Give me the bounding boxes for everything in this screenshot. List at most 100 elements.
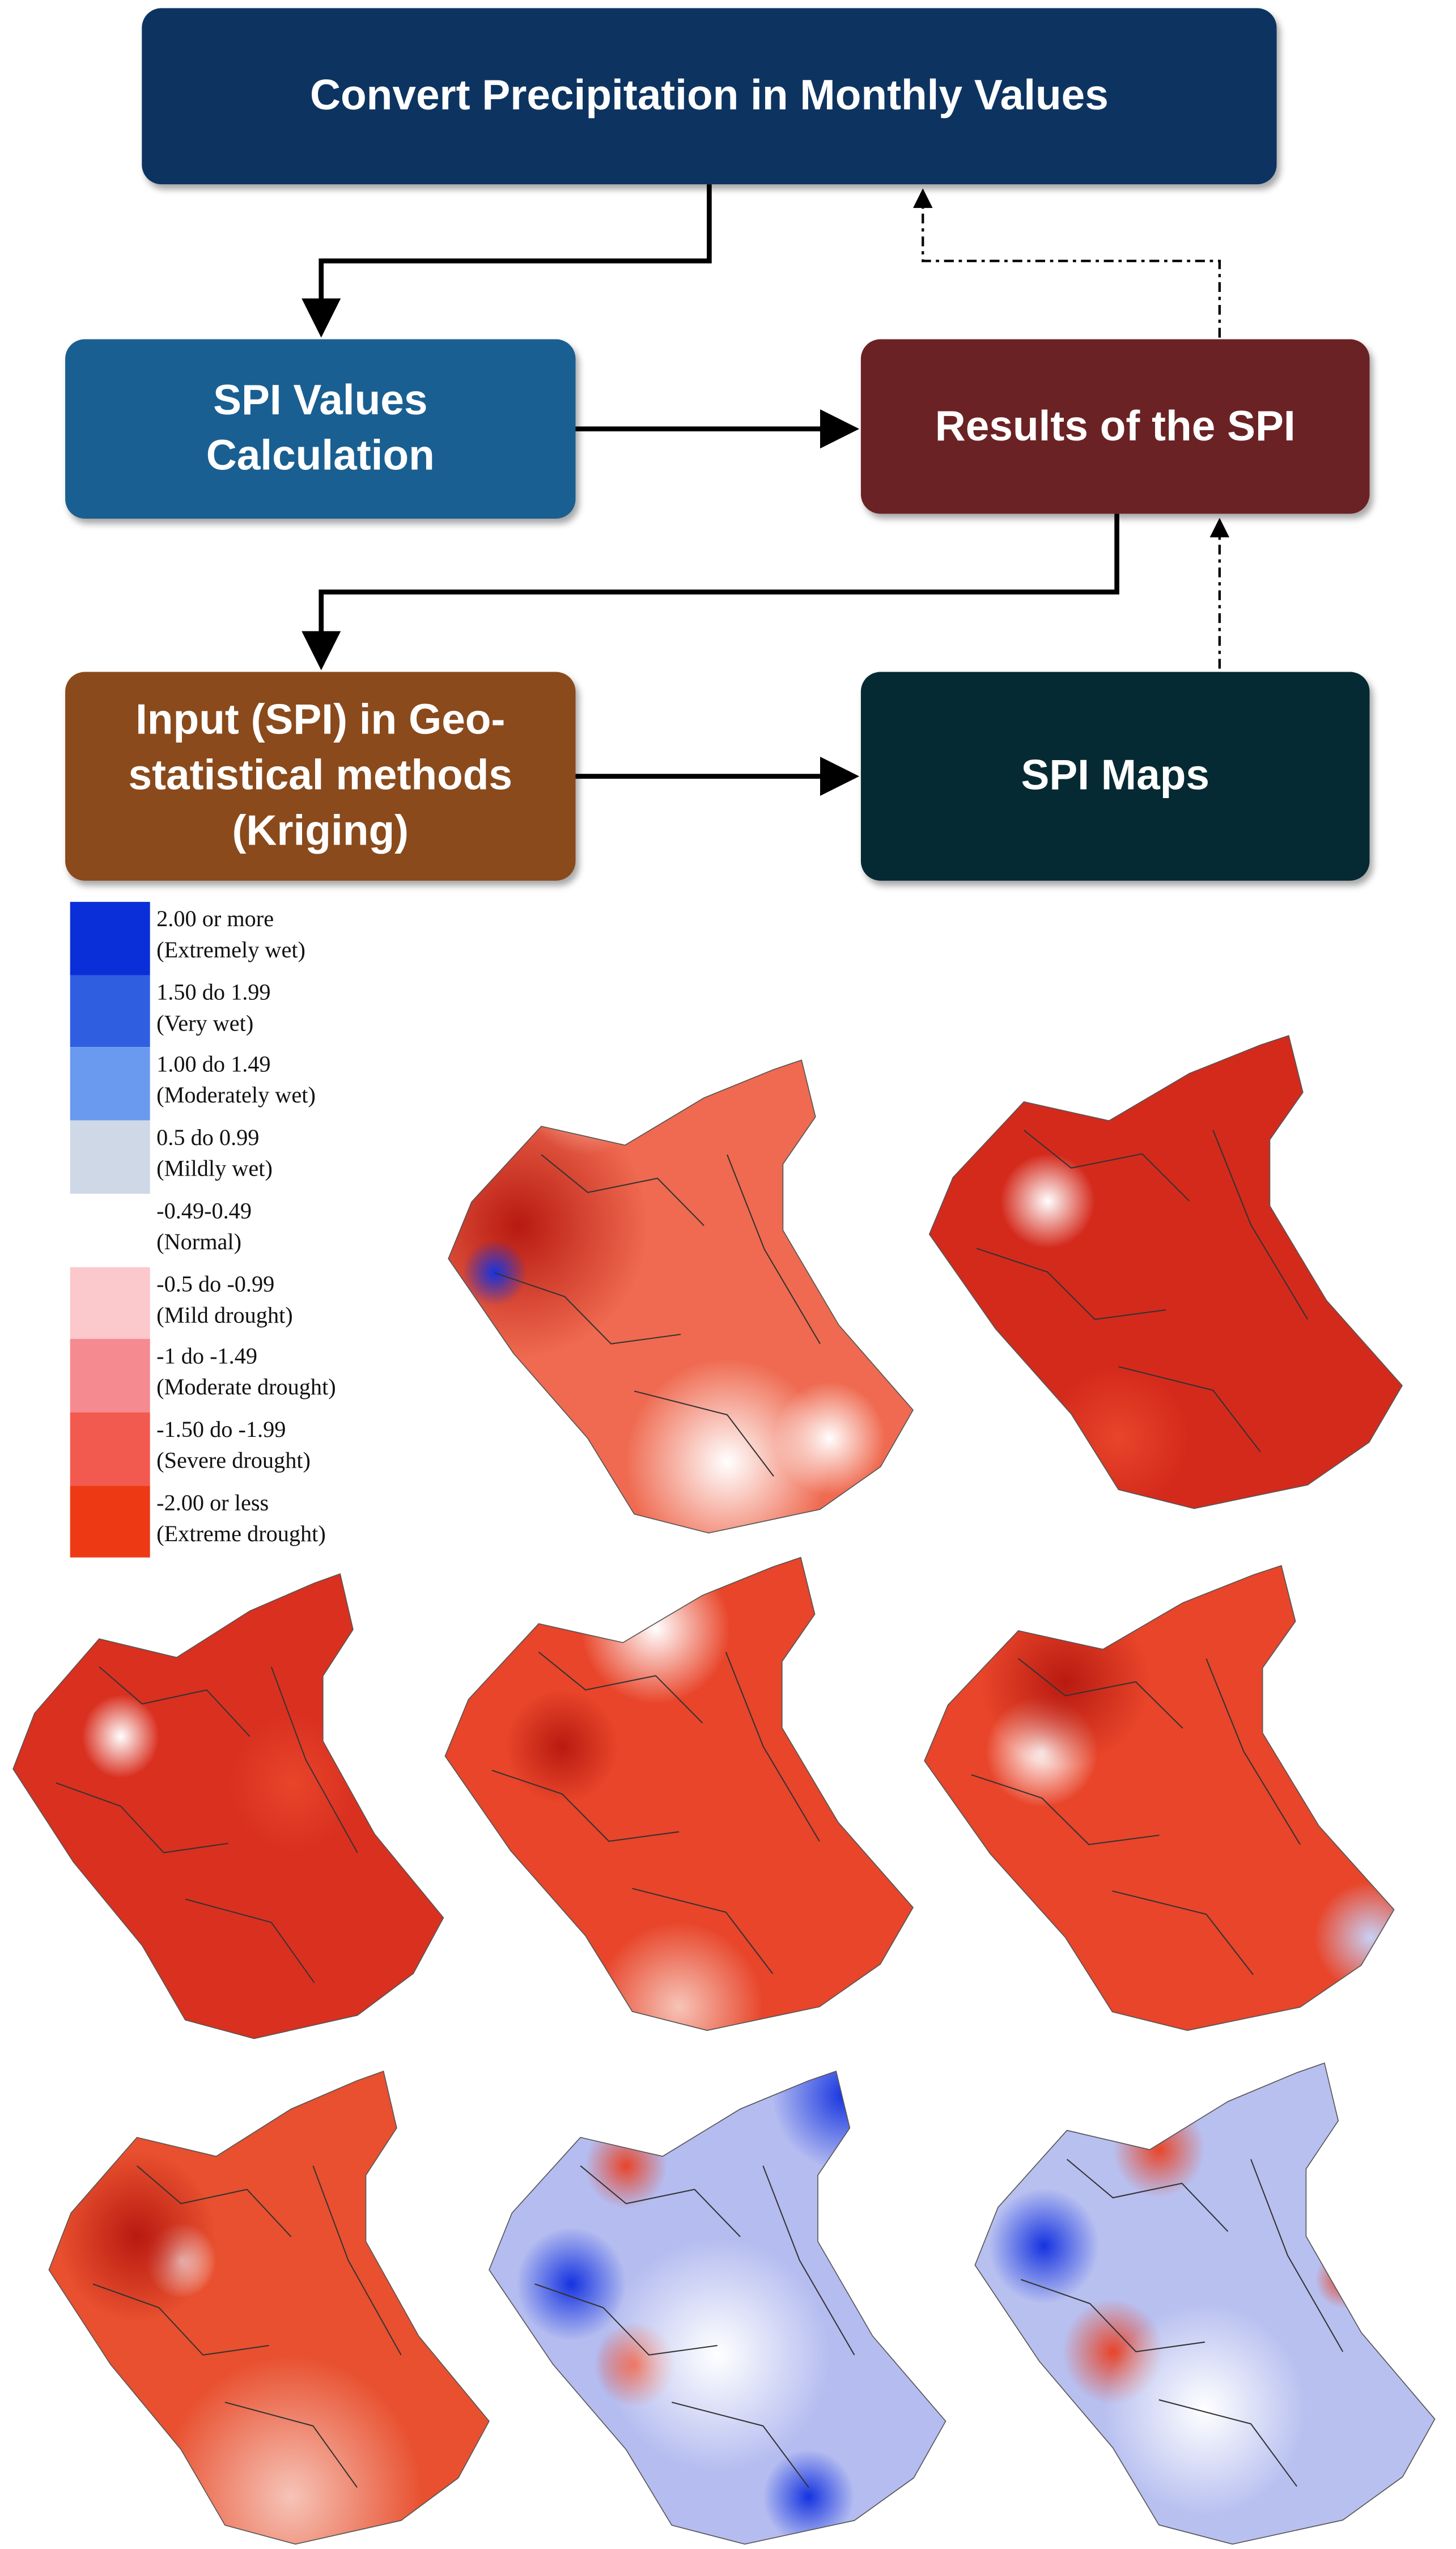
node: Input (SPI) in Geo-statistical methods (… — [65, 672, 576, 881]
legend-swatch — [70, 1266, 150, 1339]
legend-entry: 1.50 do 1.99 (Very wet) — [70, 974, 400, 1048]
map-borders — [971, 1658, 1301, 1975]
map-outline — [924, 1565, 1395, 2031]
map-spot — [772, 2071, 919, 2171]
map-spot — [448, 1093, 648, 1358]
legend-text: 2.00 or more (Extremely wet) — [150, 902, 305, 975]
map-outline — [444, 1556, 914, 2031]
map-spot — [518, 1060, 658, 1155]
spi-map — [448, 1059, 914, 1534]
legend-entry: -0.49-0.49 (Normal) — [70, 1193, 400, 1267]
map-borders — [92, 2165, 402, 2488]
legend-text: -2.00 or less (Extreme drought) — [150, 1485, 326, 1558]
legend-text: -0.49-0.49 (Normal) — [150, 1194, 252, 1267]
spi-map — [924, 1565, 1395, 2031]
map-spot — [1103, 2304, 1306, 2516]
map-spot — [763, 2449, 855, 2544]
map-spot — [603, 2237, 832, 2474]
legend-description: (Extremely wet) — [156, 939, 305, 964]
legend-range: -2.00 or less — [156, 1491, 269, 1516]
legend-entry: -1.50 do -1.99 (Severe drought) — [70, 1412, 400, 1485]
map-spot — [506, 1690, 618, 1804]
legend-range: -0.49-0.49 — [156, 1200, 252, 1225]
map-outline — [489, 2070, 946, 2545]
legend-range: -1 do -1.49 — [156, 1346, 258, 1371]
map-spot — [580, 1557, 731, 1704]
legend-range: -1.50 do -1.99 — [156, 1418, 286, 1444]
map-spot — [228, 1713, 358, 1853]
map-spot — [1047, 1367, 1190, 1509]
map-surface — [929, 1036, 1403, 1509]
map-outline — [928, 1034, 1403, 1509]
map-spot — [1113, 2101, 1205, 2198]
map-spot — [462, 1240, 528, 1307]
legend-range: 2.00 or more — [156, 908, 274, 933]
legend-text: 1.50 do 1.99 (Very wet) — [150, 975, 271, 1048]
legend-swatch — [70, 1120, 150, 1194]
map-outline — [974, 2062, 1436, 2545]
map-outline — [12, 1573, 444, 2039]
legend-description: (Severe drought) — [156, 1449, 311, 1474]
legend-text: 0.5 do 0.99 (Mildly wet) — [150, 1121, 273, 1194]
arrow — [302, 514, 1119, 671]
node: SPI Values Calculation — [65, 339, 576, 519]
map-spot — [585, 2123, 668, 2209]
map-spot — [1000, 1153, 1095, 1249]
spi-map — [928, 1034, 1403, 1509]
legend-description: (Extreme drought) — [156, 1522, 326, 1547]
legend-text: -0.5 do -0.99 (Mild drought) — [150, 1266, 293, 1339]
legend-entry: -0.5 do -0.99 (Mild drought) — [70, 1266, 400, 1339]
node: SPI Maps — [860, 672, 1370, 881]
legend-text: -1.50 do -1.99 (Severe drought) — [150, 1412, 311, 1485]
map-spot — [980, 1598, 1150, 1766]
map-borders — [1021, 2158, 1344, 2487]
node: Results of the SPI — [860, 339, 1370, 514]
map-outline — [48, 2070, 490, 2545]
legend-text: -1 do -1.49 (Moderate drought) — [150, 1339, 336, 1413]
map-spot — [625, 1358, 830, 1533]
legend-range: 1.50 do 1.99 — [156, 981, 271, 1006]
map-surface — [49, 2071, 490, 2544]
legend-swatch — [70, 902, 150, 975]
node: Convert Precipitation in Monthly Values — [142, 8, 1277, 185]
legend-swatch — [70, 1485, 150, 1558]
legend-range: 1.00 do 1.49 — [156, 1054, 271, 1079]
map-borders — [534, 2165, 855, 2488]
map-spot — [82, 1694, 160, 1779]
spi-map — [48, 2070, 490, 2545]
legend-range: 0.5 do 0.99 — [156, 1127, 260, 1152]
map-surface — [448, 1060, 914, 1533]
legend-description: (Mild drought) — [156, 1304, 293, 1329]
legend-swatch — [70, 1193, 150, 1267]
legend-description: (Very wet) — [156, 1012, 254, 1037]
legend-swatch — [70, 1047, 150, 1121]
legend-description: (Moderate drought) — [156, 1376, 336, 1402]
map-borders — [56, 1666, 358, 1983]
legend-text: 1.00 do 1.49 (Moderately wet) — [150, 1047, 316, 1121]
map-borders — [494, 1154, 821, 1477]
map-borders — [976, 1130, 1309, 1452]
map-surface — [445, 1557, 914, 2031]
map-surface — [924, 1566, 1394, 2031]
arrow — [913, 188, 1221, 338]
map-surface — [489, 2071, 946, 2544]
legend-description: (Normal) — [156, 1231, 242, 1256]
legend-swatch — [70, 1412, 150, 1485]
map-outline — [448, 1059, 914, 1534]
legend-description: (Mildly wet) — [156, 1158, 273, 1183]
legend-entry: -2.00 or less (Extreme drought) — [70, 1485, 400, 1558]
map-spot — [988, 2188, 1100, 2304]
legend-swatch — [70, 974, 150, 1048]
spi-map — [974, 2062, 1436, 2545]
spi-map — [489, 2070, 946, 2545]
legend-entry: -1 do -1.49 (Moderate drought) — [70, 1339, 400, 1413]
map-spot — [1314, 1881, 1394, 1994]
legend-entry: 2.00 or more (Extremely wet) — [70, 902, 400, 975]
map-surface — [13, 1573, 444, 2039]
arrows — [302, 184, 1119, 796]
legend-entry: 1.00 do 1.49 (Moderately wet) — [70, 1047, 400, 1121]
map-spot — [774, 1381, 885, 1495]
